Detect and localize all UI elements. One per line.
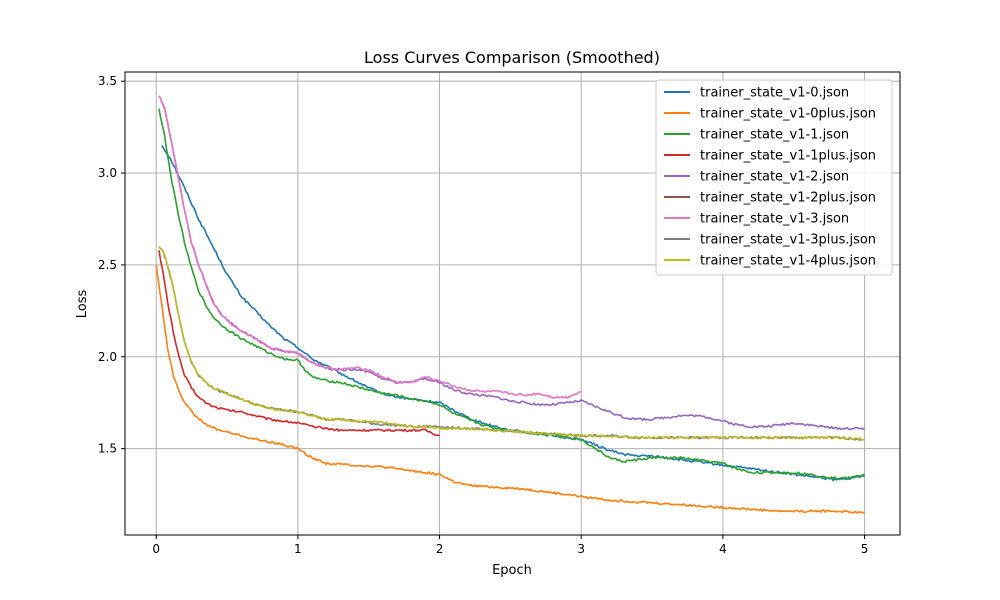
axes-frame xyxy=(124,71,901,536)
legend-entry: trainer_state_v1-3plus.json xyxy=(700,233,876,248)
series-line-5 xyxy=(158,95,865,431)
x-tick-label: 2 xyxy=(436,542,444,556)
x-tick-label: 4 xyxy=(719,542,727,556)
y-tick-label: 3.5 xyxy=(98,74,117,88)
x-axis-ticks: 0 1 2 3 4 5 xyxy=(152,535,868,556)
legend-entry: trainer_state_v1-3.json xyxy=(700,212,849,227)
x-axis-label: Epoch xyxy=(492,563,532,578)
legend: trainer_state_v1-0.json trainer_state_v1-… xyxy=(655,79,893,276)
y-tick-label: 1.5 xyxy=(98,442,117,456)
legend-entry: trainer_state_v1-2plus.json xyxy=(700,191,876,206)
series-line-7 xyxy=(158,95,582,399)
y-tick-label: 2.5 xyxy=(98,258,117,272)
x-tick-label: 3 xyxy=(577,542,585,556)
legend-box xyxy=(655,79,893,276)
legend-entry: trainer_state_v1-2.json xyxy=(700,170,849,185)
legend-entry: trainer_state_v1-1plus.json xyxy=(700,149,876,164)
y-axis-ticks: 1.5 2.0 2.5 3.0 3.5 xyxy=(98,74,125,456)
series-line-4 xyxy=(158,250,440,437)
plot-area xyxy=(155,95,865,514)
x-tick-label: 5 xyxy=(861,542,869,556)
chart-title: Loss Curves Comparison (Smoothed) xyxy=(364,48,660,67)
x-tick-label: 1 xyxy=(294,542,302,556)
y-tick-label: 2.0 xyxy=(98,350,117,364)
y-axis-label: Loss xyxy=(75,290,90,319)
legend-entry: trainer_state_v1-0.json xyxy=(700,86,849,101)
series-line-9 xyxy=(158,246,865,441)
y-tick-label: 3.0 xyxy=(98,166,117,180)
series-line-2 xyxy=(155,264,865,514)
legend-entry: trainer_state_v1-0plus.json xyxy=(700,107,876,122)
legend-entry: trainer_state_v1-4plus.json xyxy=(700,254,876,269)
x-tick-label: 0 xyxy=(152,542,160,556)
legend-entry: trainer_state_v1-1.json xyxy=(700,128,849,143)
